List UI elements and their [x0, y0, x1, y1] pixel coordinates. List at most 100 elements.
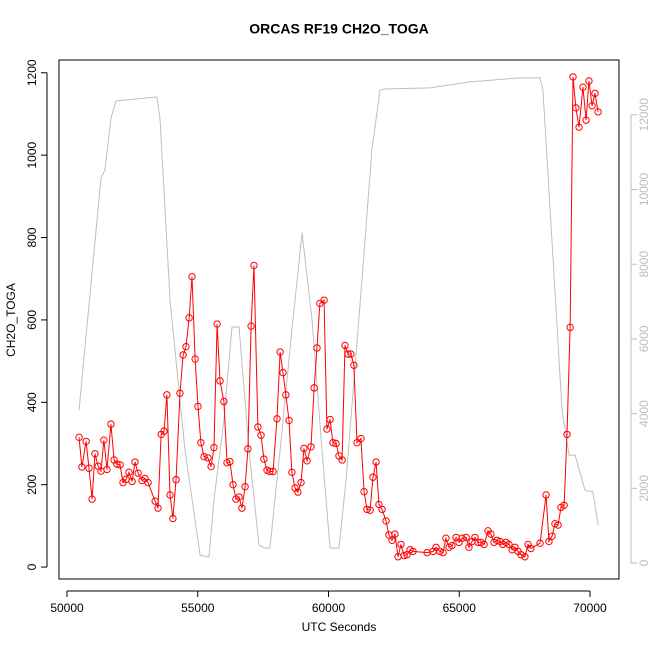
x-tick-label: 70000: [573, 601, 607, 615]
x-tick-label: 55000: [181, 601, 215, 615]
point: [347, 350, 355, 358]
point: [82, 437, 90, 446]
point: [432, 543, 440, 551]
point: [575, 123, 583, 131]
point: [200, 452, 208, 461]
point: [409, 547, 417, 556]
point: [397, 540, 405, 549]
x-tick-label: 50000: [50, 601, 84, 615]
point: [172, 476, 180, 484]
point: [204, 454, 212, 462]
point: [448, 541, 456, 550]
point: [548, 532, 556, 540]
point: [247, 322, 255, 330]
y2-tick-label: 2000: [637, 475, 650, 502]
point: [505, 540, 513, 549]
y2-tick-label: 8000: [637, 251, 650, 278]
point: [378, 505, 386, 514]
point: [134, 469, 142, 477]
y2-tick-label: 6000: [637, 325, 650, 352]
point: [353, 438, 361, 447]
point: [241, 483, 249, 491]
point: [294, 488, 302, 496]
point: [128, 477, 136, 486]
y2-tick-label: 12000: [637, 98, 650, 132]
point: [372, 458, 380, 466]
point: [341, 341, 349, 350]
point: [517, 550, 525, 559]
x-tick-label: 60000: [312, 601, 346, 615]
point: [382, 517, 390, 525]
point: [579, 83, 587, 91]
point: [338, 456, 346, 464]
point: [85, 464, 93, 472]
point: [88, 495, 96, 503]
point: [297, 478, 305, 487]
point: [116, 461, 124, 469]
point: [191, 355, 199, 363]
point: [154, 504, 162, 512]
point: [182, 342, 190, 351]
point: [151, 497, 159, 505]
series-line: [78, 77, 599, 558]
point: [169, 514, 177, 523]
y2-tick-label: 10000: [637, 172, 650, 206]
point: [326, 415, 334, 424]
point: [582, 116, 590, 124]
point: [125, 468, 133, 477]
point: [536, 539, 544, 547]
point: [442, 534, 450, 542]
point: [329, 438, 337, 447]
point: [78, 463, 86, 471]
point: [480, 540, 488, 549]
y-tick-label: 400: [25, 392, 39, 412]
point: [100, 436, 108, 444]
point: [527, 544, 535, 553]
point: [194, 402, 202, 411]
y2-tick-label: 4000: [637, 400, 650, 427]
y-tick-label: 800: [25, 227, 39, 247]
point: [244, 445, 252, 453]
y-axis-label: CH2O_TOGA: [4, 283, 18, 357]
point: [144, 478, 152, 487]
point: [166, 491, 174, 499]
point: [462, 533, 470, 542]
y-tick-label: 1000: [25, 141, 39, 168]
point: [563, 430, 571, 439]
point: [113, 460, 121, 468]
y2-tick-label: 0: [637, 559, 650, 566]
point: [493, 536, 501, 544]
point: [266, 467, 274, 476]
point: [235, 493, 243, 501]
point: [213, 320, 221, 328]
point: [521, 553, 529, 561]
x-axis-label: UTC Seconds: [302, 620, 377, 634]
series-line: [78, 76, 599, 558]
point: [323, 425, 331, 433]
point: [185, 314, 193, 322]
point: [207, 462, 215, 471]
point: [458, 534, 466, 542]
point: [269, 467, 277, 476]
point: [569, 73, 577, 81]
point: [288, 468, 296, 477]
point: [360, 487, 368, 496]
point: [344, 350, 352, 358]
point: [400, 551, 408, 560]
point: [300, 444, 308, 453]
point: [585, 77, 593, 85]
point: [560, 501, 568, 509]
y-tick-label: 1200: [25, 59, 39, 86]
point: [91, 450, 99, 458]
point: [220, 397, 228, 406]
point: [388, 536, 396, 544]
y-tick-label: 200: [25, 474, 39, 494]
point: [188, 272, 196, 281]
point: [226, 457, 234, 466]
point: [75, 433, 83, 442]
point: [572, 104, 580, 112]
point: [542, 491, 550, 499]
point: [197, 438, 205, 447]
point: [310, 384, 318, 392]
